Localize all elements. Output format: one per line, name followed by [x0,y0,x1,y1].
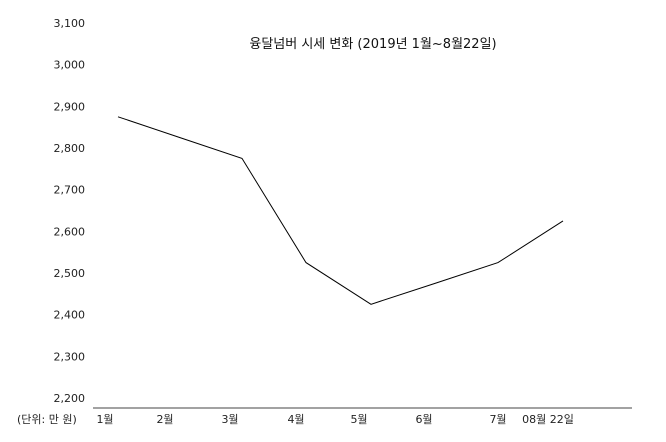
unit-label: (단위: 만 원) [17,413,77,426]
y-tick-label: 2,700 [54,184,86,197]
y-tick-label: 3,000 [54,59,86,72]
x-tick-label: 2월 [156,413,173,426]
y-tick-label: 2,900 [54,100,86,113]
y-tick-label: 2,300 [54,350,86,363]
x-tick-label: 6월 [415,413,432,426]
y-tick-label: 2,600 [54,225,86,238]
y-tick-label: 2,200 [54,392,86,405]
x-tick-label: 1월 [96,413,113,426]
x-tick-label: 3월 [221,413,238,426]
y-tick-label: 3,100 [54,17,86,30]
y-tick-label: 2,400 [54,309,86,322]
series-line [117,116,564,305]
y-tick-label: 2,800 [54,142,86,155]
x-tick-label: 5월 [350,413,367,426]
chart-title: 융달넘버 시세 변화 (2019년 1월~8월22일) [249,37,496,52]
x-tick-label: 4월 [287,413,304,426]
x-axis-ticks: 1월 2월 3월 4월 5월 6월 7월 08월 22일 [96,412,573,426]
y-axis-ticks: 2,200 2,300 2,400 2,500 2,600 2,700 2,800 2,900… [54,17,86,405]
x-tick-label: 7월 [489,413,506,426]
y-tick-label: 2,500 [54,267,86,280]
x-tick-label: 08월 22일 [522,412,574,426]
